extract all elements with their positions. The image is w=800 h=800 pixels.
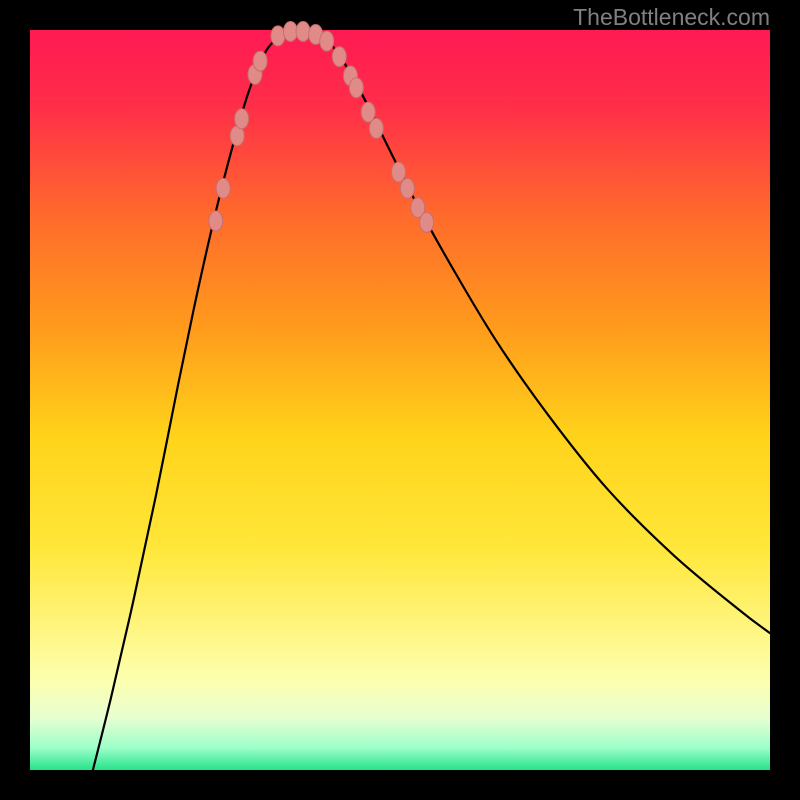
data-marker [400, 178, 414, 198]
data-marker [253, 51, 267, 71]
data-marker [392, 162, 406, 182]
plot-area [30, 30, 770, 770]
data-marker [209, 211, 223, 231]
data-marker [283, 21, 297, 41]
gradient-background [30, 30, 770, 770]
data-marker [216, 178, 230, 198]
data-marker [296, 21, 310, 41]
chart-svg [30, 30, 770, 770]
data-marker [332, 47, 346, 67]
data-marker [369, 118, 383, 138]
data-marker [349, 78, 363, 98]
data-marker [271, 26, 285, 46]
data-marker [420, 212, 434, 232]
outer-frame: TheBottleneck.com [0, 0, 800, 800]
watermark-text: TheBottleneck.com [573, 4, 770, 31]
data-marker [320, 31, 334, 51]
data-marker [235, 109, 249, 129]
